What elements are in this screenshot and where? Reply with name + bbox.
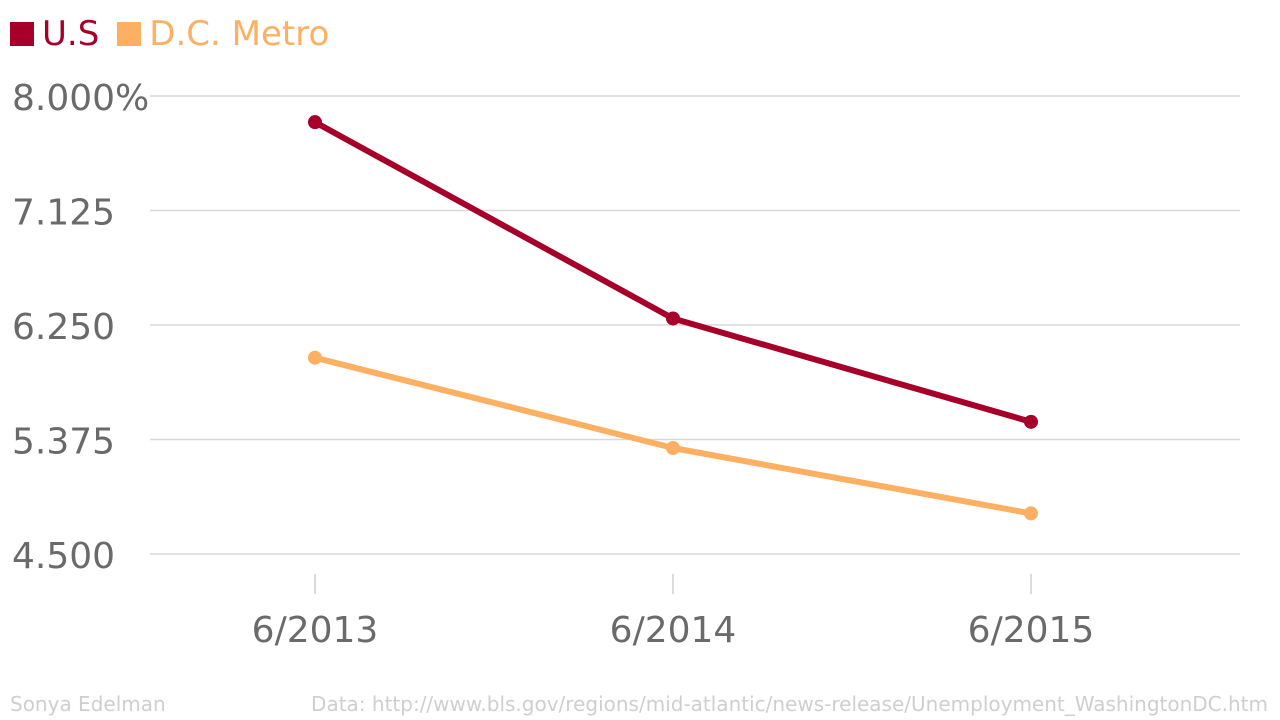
footer-credit: Sonya Edelman — [10, 692, 166, 716]
y-tick-label: 8.000% — [12, 78, 149, 119]
data-point — [666, 441, 680, 456]
y-tick-label: 7.125 — [12, 193, 115, 234]
data-point — [308, 115, 322, 130]
series-line — [312, 354, 1034, 517]
legend-label-dc-metro: D.C. Metro — [149, 14, 330, 54]
data-point — [1024, 414, 1038, 429]
legend-item-dc-metro: D.C. Metro — [117, 17, 329, 51]
x-tick-label: 6/2013 — [252, 610, 379, 651]
y-tick-label: 4.500 — [12, 536, 115, 577]
legend: U.S D.C. Metro — [10, 12, 329, 56]
data-point — [1024, 506, 1038, 521]
series-line — [312, 119, 1034, 425]
y-tick-label: 5.375 — [12, 422, 115, 463]
series-1 — [308, 350, 1038, 521]
data-point — [666, 311, 680, 326]
y-axis-tick-labels: 8.000% 7.125 6.250 5.375 4.500 — [12, 78, 149, 577]
x-tick-label: 6/2015 — [968, 610, 1095, 651]
series-0 — [308, 115, 1038, 429]
legend-label-us: U.S — [42, 14, 100, 54]
y-tick-label: 6.250 — [12, 307, 115, 348]
data-point — [308, 350, 322, 365]
legend-swatch-dc-metro — [117, 22, 142, 46]
x-axis: 6/2013 6/2014 6/2015 — [252, 574, 1095, 651]
legend-swatch-us — [10, 22, 34, 46]
series-layer — [308, 115, 1038, 521]
x-tick-label: 6/2014 — [610, 610, 737, 651]
legend-item-us: U.S — [10, 17, 99, 51]
footer-source: Data: http://www.bls.gov/regions/mid-atl… — [311, 692, 1268, 716]
